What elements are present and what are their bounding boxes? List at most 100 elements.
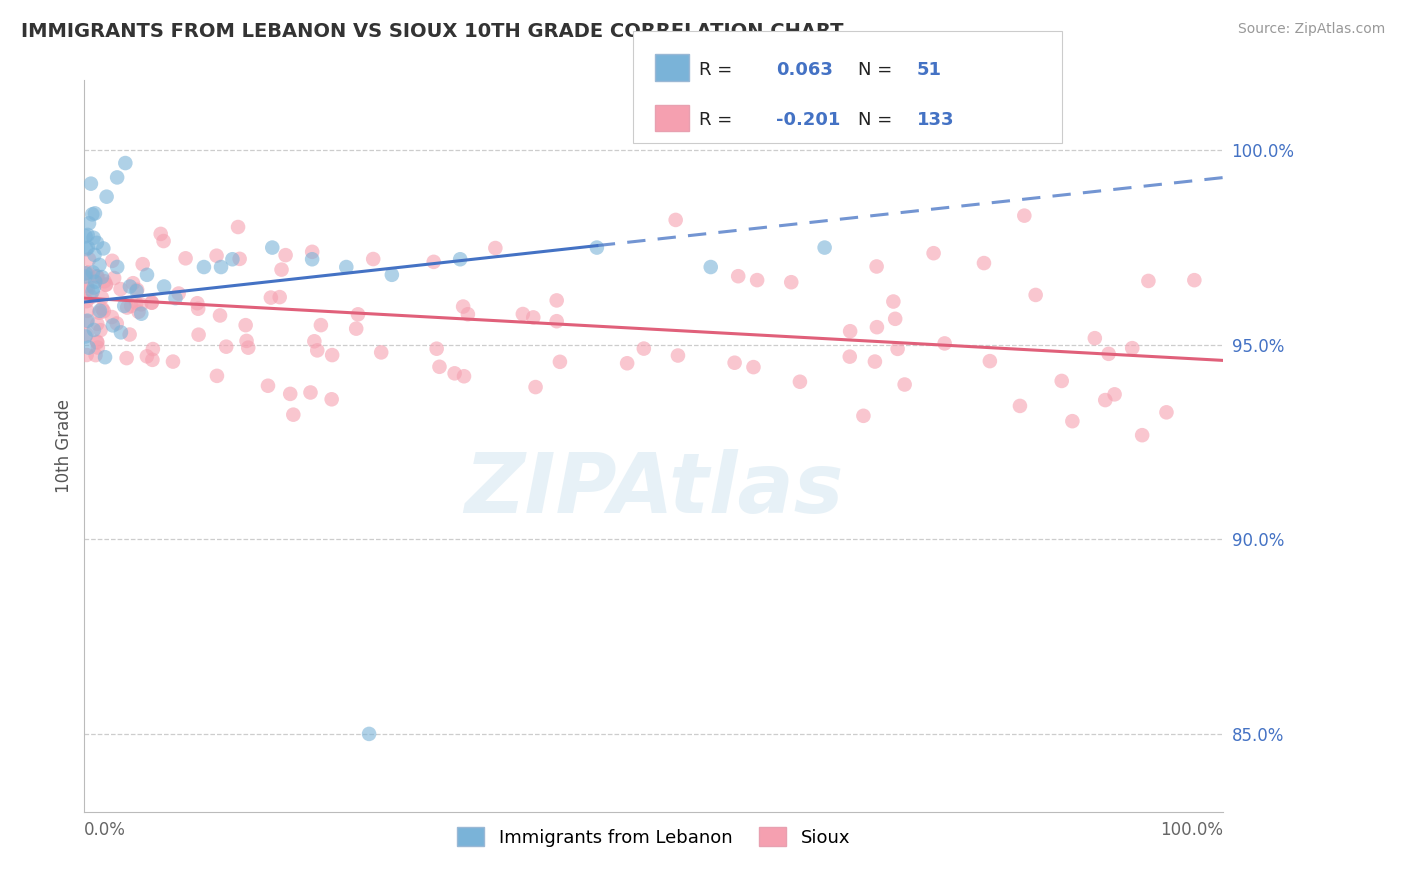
Point bbox=[700, 260, 723, 274]
Point bbox=[449, 252, 471, 267]
Point bbox=[1156, 405, 1178, 419]
Point bbox=[77, 241, 100, 255]
Point bbox=[122, 276, 145, 290]
Point bbox=[115, 351, 138, 365]
Point bbox=[1050, 374, 1073, 388]
Point bbox=[1014, 209, 1036, 223]
Point bbox=[75, 329, 97, 343]
Point bbox=[115, 301, 138, 315]
Point bbox=[83, 231, 105, 245]
Legend: Immigrants from Lebanon, Sioux: Immigrants from Lebanon, Sioux bbox=[450, 820, 858, 854]
Point bbox=[75, 269, 97, 284]
Point bbox=[235, 318, 257, 333]
Point bbox=[76, 266, 98, 280]
Point bbox=[321, 348, 343, 362]
Point bbox=[105, 170, 128, 185]
Point bbox=[453, 369, 475, 384]
Point bbox=[149, 227, 172, 241]
Point bbox=[283, 408, 305, 422]
Point bbox=[381, 268, 404, 282]
Point bbox=[633, 342, 655, 356]
Point bbox=[86, 317, 108, 331]
Point bbox=[105, 260, 128, 274]
Point bbox=[335, 260, 357, 274]
Point bbox=[76, 304, 98, 318]
Point bbox=[723, 356, 745, 370]
Point bbox=[82, 207, 104, 221]
Point bbox=[101, 253, 124, 268]
Point bbox=[882, 294, 904, 309]
Point bbox=[136, 268, 159, 282]
Point bbox=[167, 286, 190, 301]
Point bbox=[451, 300, 474, 314]
Point bbox=[141, 352, 163, 367]
Point bbox=[120, 299, 142, 313]
Point bbox=[165, 291, 187, 305]
Point bbox=[1025, 288, 1047, 302]
Point bbox=[1182, 273, 1205, 287]
Point bbox=[208, 309, 231, 323]
Point bbox=[309, 318, 332, 332]
Point bbox=[742, 360, 765, 375]
Point bbox=[209, 260, 232, 274]
Point bbox=[76, 265, 98, 279]
Point bbox=[274, 248, 297, 262]
Point bbox=[86, 335, 108, 350]
Point bbox=[426, 342, 449, 356]
Point bbox=[75, 266, 97, 280]
Point bbox=[235, 334, 257, 348]
Point bbox=[347, 307, 370, 321]
Point bbox=[83, 248, 105, 262]
Point bbox=[443, 367, 465, 381]
Point bbox=[101, 310, 124, 324]
Text: N =: N = bbox=[858, 61, 897, 78]
Point bbox=[361, 252, 384, 266]
Point bbox=[141, 295, 163, 310]
Point bbox=[814, 241, 837, 255]
Point bbox=[866, 320, 889, 334]
Point bbox=[238, 341, 260, 355]
Text: 133: 133 bbox=[917, 111, 955, 128]
Point bbox=[142, 342, 165, 356]
Point bbox=[422, 255, 444, 269]
Point bbox=[76, 278, 98, 293]
Point bbox=[141, 295, 163, 310]
Point bbox=[1130, 428, 1153, 442]
Point bbox=[979, 354, 1001, 368]
Point bbox=[174, 252, 197, 266]
Point bbox=[135, 349, 157, 363]
Point bbox=[77, 341, 100, 355]
Point bbox=[973, 256, 995, 270]
Point bbox=[1084, 331, 1107, 345]
Point bbox=[76, 314, 98, 328]
Point bbox=[321, 392, 343, 407]
Text: ZIPAtlas: ZIPAtlas bbox=[464, 450, 844, 531]
Point bbox=[221, 252, 243, 267]
Point bbox=[110, 282, 132, 296]
Point bbox=[128, 304, 150, 318]
Point bbox=[934, 336, 956, 351]
Point bbox=[665, 213, 688, 227]
Point bbox=[370, 345, 392, 359]
Point bbox=[215, 340, 238, 354]
Point bbox=[153, 279, 176, 293]
Point bbox=[616, 356, 638, 370]
Point bbox=[94, 277, 117, 292]
Point bbox=[93, 304, 115, 318]
Text: 51: 51 bbox=[917, 61, 942, 78]
Point bbox=[193, 260, 215, 274]
Point bbox=[1008, 399, 1031, 413]
Point bbox=[76, 327, 98, 342]
Point bbox=[77, 216, 100, 230]
Point bbox=[125, 296, 148, 310]
Point bbox=[301, 252, 323, 267]
Point bbox=[89, 306, 111, 320]
Point bbox=[110, 326, 132, 340]
Point bbox=[429, 359, 451, 374]
Point bbox=[205, 249, 228, 263]
Text: IMMIGRANTS FROM LEBANON VS SIOUX 10TH GRADE CORRELATION CHART: IMMIGRANTS FROM LEBANON VS SIOUX 10TH GR… bbox=[21, 22, 844, 41]
Point bbox=[789, 375, 811, 389]
Point bbox=[886, 342, 908, 356]
Point bbox=[546, 293, 568, 308]
Point bbox=[86, 334, 108, 349]
